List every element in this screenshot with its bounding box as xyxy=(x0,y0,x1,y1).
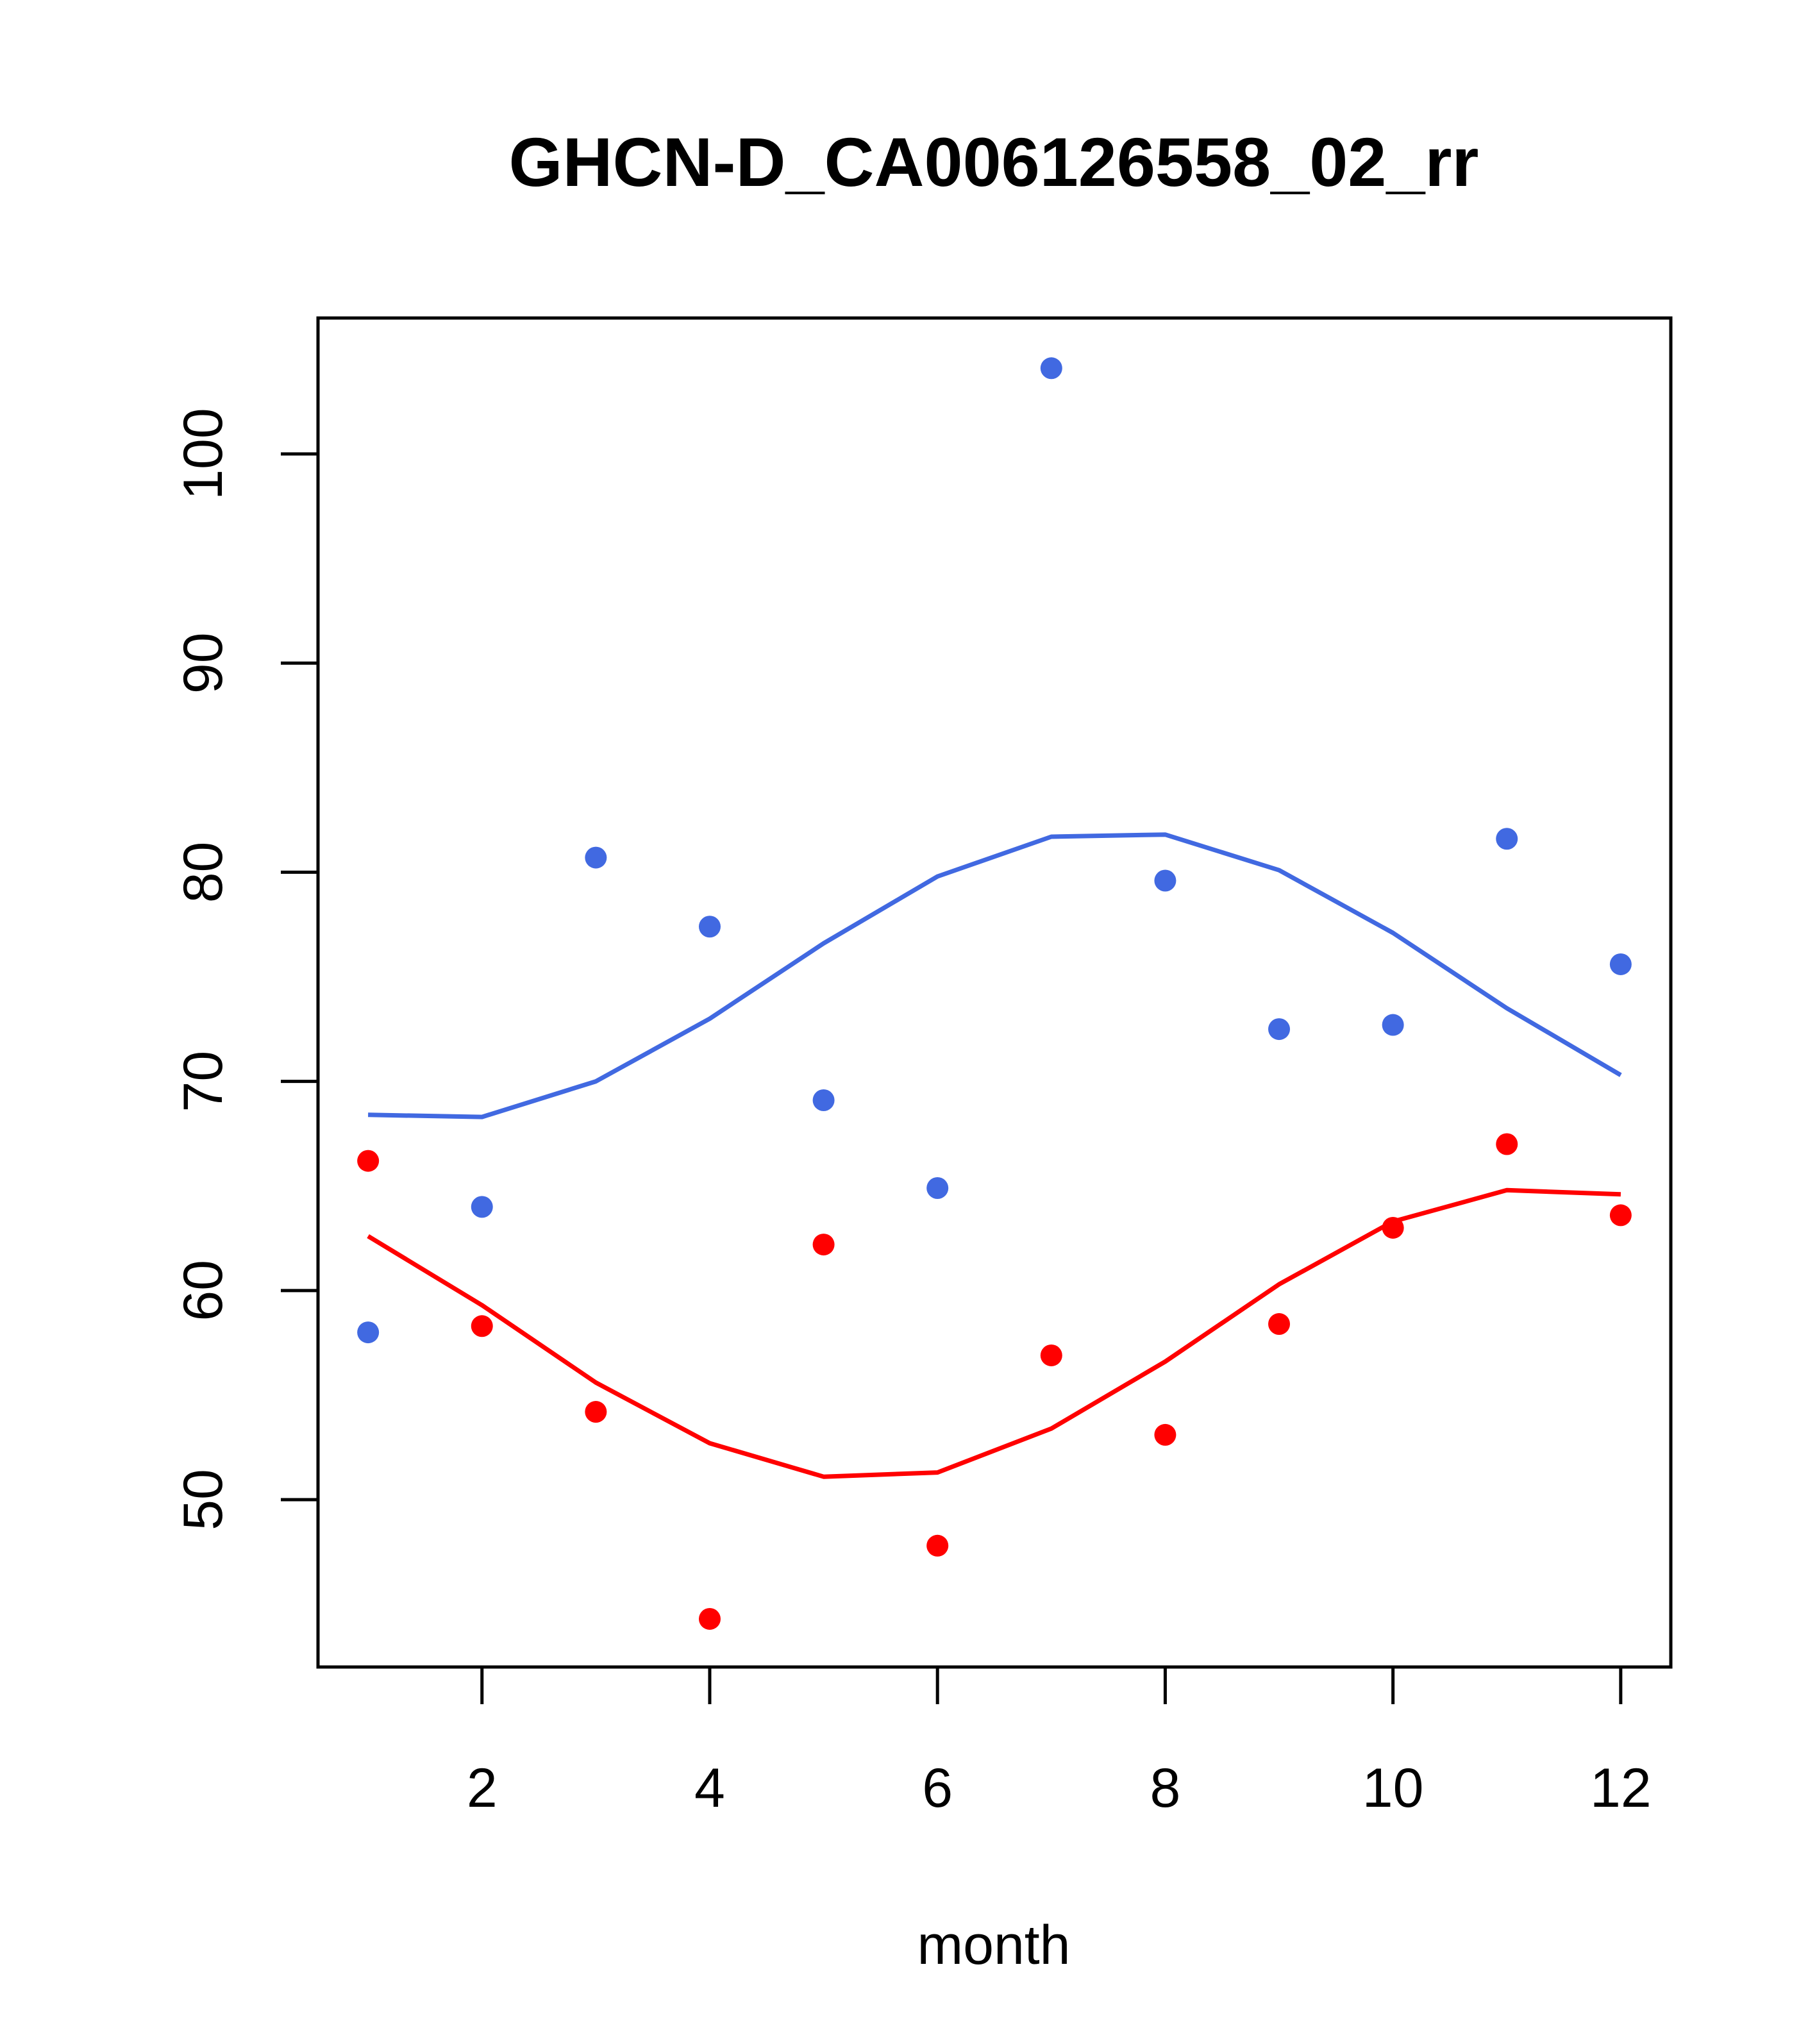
series-1-line xyxy=(367,1187,1621,1479)
series-layer xyxy=(357,357,1632,1630)
y-tick-label: 50 xyxy=(172,1469,234,1530)
series-0-line xyxy=(368,832,1622,1119)
series-0-point xyxy=(1268,1018,1291,1041)
x-axis-label: month xyxy=(917,1914,1070,1976)
series-1-point xyxy=(1609,1204,1632,1227)
x-tick-label: 6 xyxy=(922,1757,953,1819)
x-axis: 2 4 6 8 10 12 xyxy=(467,1665,1652,1819)
series-1-point xyxy=(585,1401,607,1423)
series-0-point xyxy=(698,916,721,938)
chart-title: GHCN-D_CA006126558_02_rr xyxy=(509,123,1479,201)
series-1-point xyxy=(1382,1216,1404,1239)
series-1-point xyxy=(926,1534,949,1557)
series-0-point xyxy=(585,846,607,869)
series-0-point xyxy=(1382,1014,1404,1036)
series-1-point xyxy=(1154,1423,1176,1446)
x-tick-label: 4 xyxy=(694,1757,725,1819)
x-tick-label: 2 xyxy=(467,1757,498,1819)
y-tick-label: 60 xyxy=(172,1260,234,1321)
y-axis: 50 60 70 80 90 100 xyxy=(172,408,320,1530)
series-1-point xyxy=(812,1234,835,1256)
series-0-point xyxy=(471,1196,493,1218)
series-1-point xyxy=(1040,1344,1062,1366)
y-tick-label: 80 xyxy=(172,842,234,903)
series-1-point xyxy=(357,1150,380,1172)
y-tick-label: 100 xyxy=(172,408,234,500)
y-tick-label: 90 xyxy=(172,632,234,694)
series-1-point xyxy=(698,1607,721,1630)
series-0-point xyxy=(926,1177,949,1199)
series-0-point xyxy=(357,1321,380,1344)
series-0-point xyxy=(1609,953,1632,975)
series-1-point xyxy=(471,1315,493,1337)
series-0-point xyxy=(1040,357,1062,380)
series-0-point xyxy=(1496,828,1518,850)
series-0-point xyxy=(1154,869,1176,892)
series-1-point xyxy=(1496,1133,1518,1155)
x-tick-label: 12 xyxy=(1590,1757,1652,1819)
x-tick-label: 8 xyxy=(1150,1757,1180,1819)
plot-frame xyxy=(316,316,1673,1669)
series-0-point xyxy=(812,1089,835,1111)
x-tick-label: 10 xyxy=(1362,1757,1424,1819)
series-1-point xyxy=(1268,1313,1291,1336)
y-tick-label: 70 xyxy=(172,1051,234,1112)
